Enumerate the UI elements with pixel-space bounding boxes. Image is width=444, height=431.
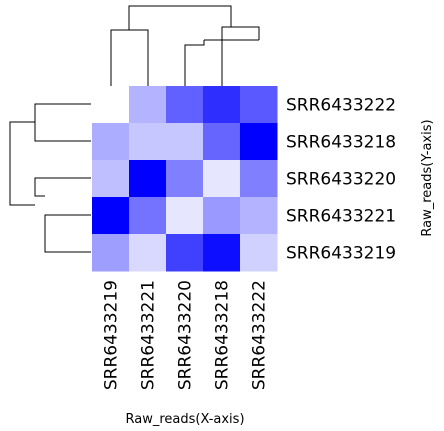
heatmap-cell-SRR6433221-SRR6433221 — [129, 197, 167, 235]
heatmap-cell-SRR6433220-SRR6433220 — [166, 160, 204, 198]
column-label: SRR6433220 — [176, 280, 196, 390]
heatmap-cell-SRR6433220-SRR6433221 — [129, 160, 167, 198]
heatmap-cell-SRR6433219-SRR6433219 — [92, 234, 130, 272]
row-labels: SRR6433222 SRR6433218 SRR6433220 SRR6433221… — [286, 96, 396, 264]
heatmap-cell-SRR6433219-SRR6433222 — [240, 234, 278, 272]
heatmap-cell-SRR6433222-SRR6433222 — [240, 86, 278, 124]
x-axis-title: Raw_reads(X-axis) — [125, 412, 244, 427]
heatmap-cell-SRR6433222-SRR6433219 — [92, 86, 130, 124]
column-labels: SRR6433219 SRR6433221 SRR6433220 SRR6433218… — [102, 280, 270, 390]
heatmap-cell-SRR6433220-SRR6433218 — [203, 160, 241, 198]
row-label: SRR6433221 — [286, 207, 396, 227]
column-label: SRR6433218 — [213, 280, 233, 390]
row-label: SRR6433220 — [286, 170, 396, 190]
row-label: SRR6433222 — [286, 96, 396, 116]
heatmap-cell-SRR6433219-SRR6433220 — [166, 234, 204, 272]
heatmap-cell-SRR6433222-SRR6433221 — [129, 86, 167, 124]
heatmap-cells — [92, 86, 278, 272]
y-axis-title: Raw_reads(Y-axis) — [420, 119, 435, 236]
heatmap-cell-SRR6433219-SRR6433218 — [203, 234, 241, 272]
column-dendrogram — [110, 5, 260, 88]
heatmap-cell-SRR6433221-SRR6433218 — [203, 197, 241, 235]
heatmap-cell-SRR6433220-SRR6433222 — [240, 160, 278, 198]
heatmap-cell-SRR6433220-SRR6433219 — [92, 160, 130, 198]
heatmap-cell-SRR6433222-SRR6433220 — [166, 86, 204, 124]
heatmap-cell-SRR6433218-SRR6433219 — [92, 123, 130, 161]
column-label: SRR6433222 — [250, 280, 270, 390]
heatmap-cell-SRR6433219-SRR6433221 — [129, 234, 167, 272]
row-dendrogram — [9, 103, 91, 253]
heatmap-cell-SRR6433221-SRR6433222 — [240, 197, 278, 235]
row-label: SRR6433219 — [286, 244, 396, 264]
heatmap-cell-SRR6433218-SRR6433221 — [129, 123, 167, 161]
column-label: SRR6433221 — [139, 280, 159, 390]
heatmap-cell-SRR6433221-SRR6433220 — [166, 197, 204, 235]
heatmap-cell-SRR6433218-SRR6433218 — [203, 123, 241, 161]
heatmap-cell-SRR6433218-SRR6433220 — [166, 123, 204, 161]
heatmap-cell-SRR6433221-SRR6433219 — [92, 197, 130, 235]
heatmap-cell-SRR6433218-SRR6433222 — [240, 123, 278, 161]
column-label: SRR6433219 — [102, 280, 122, 390]
heatmap-cell-SRR6433222-SRR6433218 — [203, 86, 241, 124]
row-label: SRR6433218 — [286, 133, 396, 153]
